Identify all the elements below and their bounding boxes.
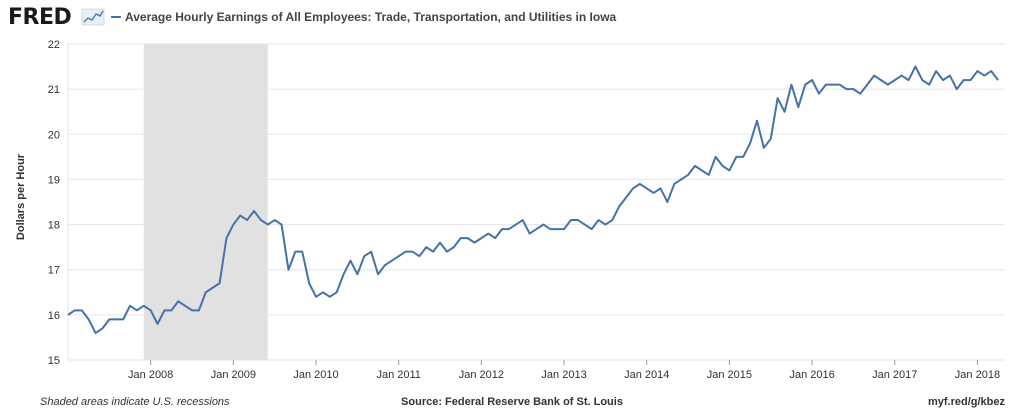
recession-shade xyxy=(143,44,268,360)
x-tick-label: Jan 2010 xyxy=(293,369,338,381)
x-tick-label: Jan 2013 xyxy=(541,369,586,381)
sparkline-logo-icon xyxy=(81,8,105,26)
short-link[interactable]: myf.red/g/kbez xyxy=(928,396,1006,408)
y-tick-label: 21 xyxy=(48,84,60,96)
fred-logo[interactable]: FRED xyxy=(8,5,72,30)
chart-title: Average Hourly Earnings of All Employees… xyxy=(125,10,617,24)
x-tick-label: Jan 2016 xyxy=(789,369,834,381)
x-tick-label: Jan 2015 xyxy=(707,369,752,381)
x-tick-label: Jan 2011 xyxy=(376,369,420,381)
series-layer xyxy=(67,65,999,334)
x-tick-label: Jan 2012 xyxy=(459,369,504,381)
recession-layer xyxy=(143,44,268,360)
x-tick-label: Jan 2018 xyxy=(955,369,1000,381)
x-tick-label: Jan 2017 xyxy=(872,369,917,381)
y-tick-labels: 15 16 17 18 19 20 21 22 xyxy=(48,39,60,367)
y-axis-label: Dollars per Hour xyxy=(15,153,27,240)
y-tick-label: 19 xyxy=(48,174,60,186)
series-line xyxy=(67,65,999,334)
y-tick-label: 17 xyxy=(48,265,60,277)
y-tick-label: 20 xyxy=(48,129,60,141)
recession-note: Shaded areas indicate U.S. recessions xyxy=(40,396,230,408)
x-tick-label: Jan 2008 xyxy=(128,369,173,381)
y-tick-label: 22 xyxy=(48,39,60,51)
x-tick-label: Jan 2014 xyxy=(624,369,669,381)
y-tick-label: 15 xyxy=(48,355,60,367)
source-text: Source: Federal Reserve Bank of St. Loui… xyxy=(401,396,623,408)
y-tick-label: 16 xyxy=(48,310,60,322)
x-tick-labels: Jan 2008 Jan 2009 Jan 2010 Jan 2011 Jan 2012… xyxy=(128,369,1000,381)
y-tick-label: 18 xyxy=(48,220,60,232)
x-tick-label: Jan 2009 xyxy=(211,369,256,381)
